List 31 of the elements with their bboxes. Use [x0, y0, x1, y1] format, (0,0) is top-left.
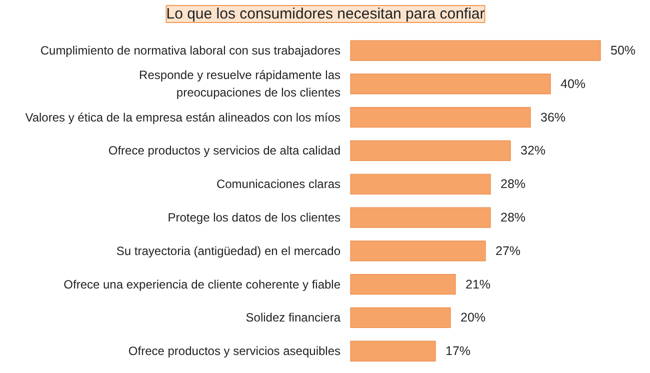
y-tick-label: Su trayectoria (antigüedad) en el mercado [116, 244, 341, 258]
y-tick-label: Comunicaciones claras [216, 177, 341, 192]
bar [350, 174, 491, 194]
data-label: 21% [466, 277, 491, 292]
y-tick-label: Responde y resuelve rápidamente las preocupaciones de los clientes [139, 68, 341, 100]
y-tick-label: Ofrece productos y servicios asequibles [128, 344, 341, 358]
data-label: 36% [540, 110, 566, 124]
data-label: 28% [500, 210, 526, 225]
data-label: 27% [496, 244, 521, 258]
bar [350, 207, 491, 228]
data-label: 50% [610, 44, 636, 58]
y-tick-label: Valores y ética de la empresa están alineados con los míos [25, 110, 340, 124]
bar [350, 40, 601, 61]
data-label: 17% [446, 344, 471, 358]
bar [350, 340, 436, 362]
bar [350, 240, 486, 262]
data-label: 20% [460, 310, 486, 325]
data-label: 32% [520, 144, 546, 158]
y-tick-label: Cumplimiento de normativa laboral con sus trabajadores [40, 44, 341, 58]
y-tick-label: Protege los datos de los clientes [168, 210, 341, 225]
y-tick-label: Ofrece una experiencia de cliente coherente y fiable [64, 277, 341, 292]
bar [350, 74, 551, 94]
bar [350, 140, 511, 162]
data-label: 28% [500, 177, 526, 192]
bar [350, 274, 456, 295]
chart-title: Lo que los consumidores necesitan para confiar [166, 6, 485, 22]
bar [350, 307, 451, 328]
y-tick-label: Solidez financiera [246, 310, 341, 325]
data-label: 40% [560, 76, 586, 91]
bar [350, 107, 531, 128]
y-tick-label: Ofrece productos y servicios de alta calidad [108, 144, 341, 158]
